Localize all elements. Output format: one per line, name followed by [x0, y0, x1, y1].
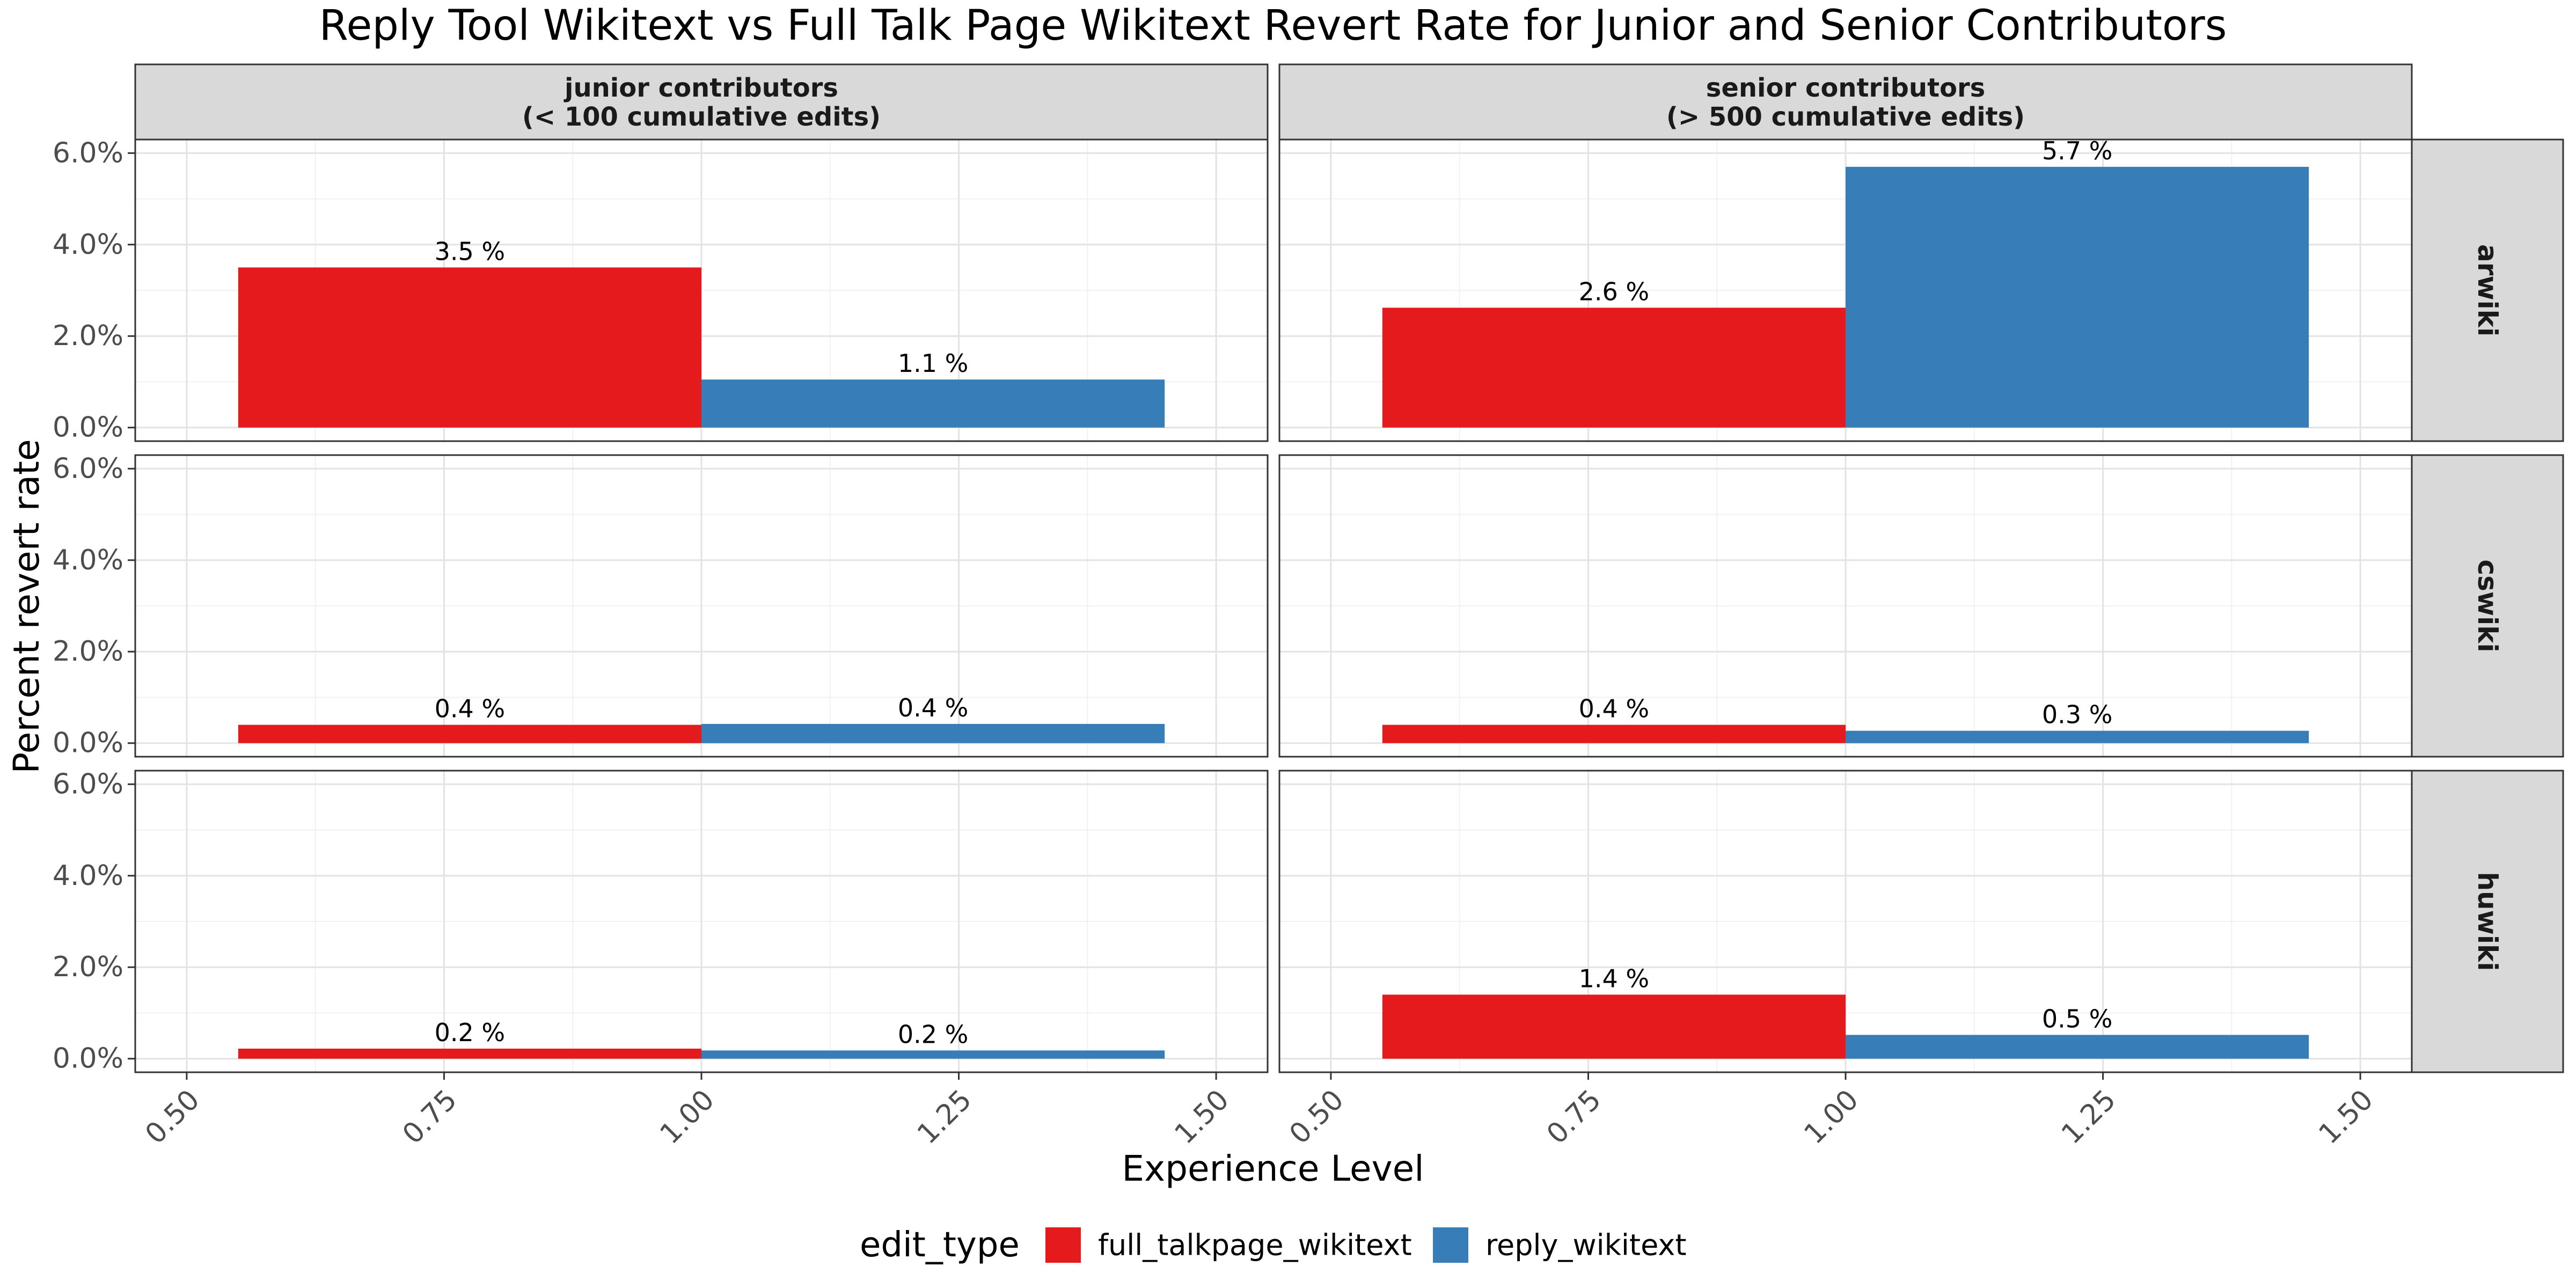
bar-label: 5.7 % [2042, 136, 2113, 165]
panel-border [134, 138, 1269, 442]
column-strip-label-line2: (< 100 cumulative edits) [522, 102, 881, 132]
legend: edit_type full_talkpage_wikitext reply_wik… [860, 1225, 1687, 1265]
legend-label-full_talkpage_wikitext: full_talkpage_wikitext [1098, 1228, 1412, 1262]
y-tick-label: 6.0% [53, 452, 123, 485]
y-tick-label: 6.0% [53, 768, 123, 800]
y-tick-label: 2.0% [53, 951, 123, 983]
y-tick-label: 6.0% [53, 137, 123, 169]
column-strip-0 [134, 63, 1269, 141]
bar-reply_wikitext [701, 1050, 1165, 1059]
y-tick-label: 2.0% [53, 635, 123, 668]
panel-border [1278, 454, 2413, 758]
bar-full_talkpage_wikitext [238, 724, 701, 743]
row-strip-huwiki [2411, 770, 2564, 1073]
y-tick-label: 4.0% [53, 229, 123, 261]
legend-key-reply_wikitext [1433, 1227, 1468, 1263]
panel-huwiki-0: 0.2 % 0.2 % [135, 771, 1268, 1072]
panel-cswiki-0: 0.4 % 0.4 % [135, 455, 1268, 757]
axes-layer: 0.0% 2.0% 4.0% 6.0% 0.0% 2.0% 4.0% 6.0% 0.0% 2.0%… [53, 137, 2380, 1150]
y-tick-label: 4.0% [53, 544, 123, 576]
panel-cswiki-1: 0.4 % 0.3 % [1279, 455, 2412, 757]
bar-reply_wikitext [701, 723, 1165, 743]
panel-huwiki-1: 1.4 % 0.5 % [1279, 771, 2412, 1072]
bar-full_talkpage_wikitext [238, 1048, 701, 1059]
bar-label: 0.2 % [898, 1020, 969, 1049]
bar-label: 3.5 % [435, 237, 506, 266]
y-tick-label: 4.0% [53, 860, 123, 892]
bar-reply_wikitext [1846, 1035, 2309, 1059]
panel-border [1278, 138, 2413, 442]
chart-title: Reply Tool Wikitext vs Full Talk Page Wi… [319, 2, 2227, 50]
bar-reply_wikitext [1846, 730, 2309, 743]
legend-title: edit_type [860, 1225, 1020, 1265]
panel-arwiki-0: 3.5 % 1.1 % [135, 140, 1268, 441]
bar-label: 0.3 % [2042, 700, 2113, 729]
bar-label: 1.4 % [1579, 964, 1650, 993]
legend-label-reply_wikitext: reply_wikitext [1485, 1228, 1687, 1262]
y-tick-label: 0.0% [53, 727, 123, 759]
y-tick-label: 2.0% [53, 320, 123, 352]
bar-label: 2.6 % [1579, 277, 1650, 306]
bar-label: 0.2 % [435, 1018, 506, 1047]
panel-border [134, 454, 1269, 758]
row-strip-label-huwiki: huwiki [2472, 872, 2503, 971]
bar-reply_wikitext [1846, 166, 2309, 428]
bar-full_talkpage_wikitext [1382, 724, 1846, 743]
row-strip-arwiki [2411, 138, 2564, 442]
row-strip-cswiki [2411, 454, 2564, 758]
bar-label: 0.4 % [1579, 694, 1650, 723]
legend-key-full_talkpage_wikitext [1045, 1227, 1081, 1263]
bar-full_talkpage_wikitext [1382, 308, 1846, 428]
panel-arwiki-1: 2.6 % 5.7 % [1279, 136, 2412, 441]
y-axis-title: Percent revert rate [6, 439, 47, 773]
column-strip-label-line2: (> 500 cumulative edits) [1666, 102, 2025, 132]
bar-label: 0.4 % [435, 694, 506, 723]
panels-layer: junior contributors(< 100 cumulative edi… [134, 63, 2564, 1073]
bar-label: 1.1 % [898, 349, 969, 378]
row-strip-label-cswiki: cswiki [2472, 559, 2503, 652]
y-tick-label: 0.0% [53, 1043, 123, 1075]
column-strip-label-line1: junior contributors [564, 73, 838, 103]
row-strip-label-arwiki: arwiki [2472, 244, 2503, 336]
bar-label: 0.4 % [898, 693, 969, 722]
column-strip-1 [1278, 63, 2413, 141]
bar-full_talkpage_wikitext [1382, 994, 1846, 1059]
bar-full_talkpage_wikitext [238, 267, 701, 428]
x-axis-title: Experience Level [1122, 1148, 1424, 1189]
column-strip-label-line1: senior contributors [1706, 73, 1985, 103]
y-tick-label: 0.0% [53, 412, 123, 444]
bar-reply_wikitext [701, 379, 1165, 428]
bar-label: 0.5 % [2042, 1004, 2113, 1033]
